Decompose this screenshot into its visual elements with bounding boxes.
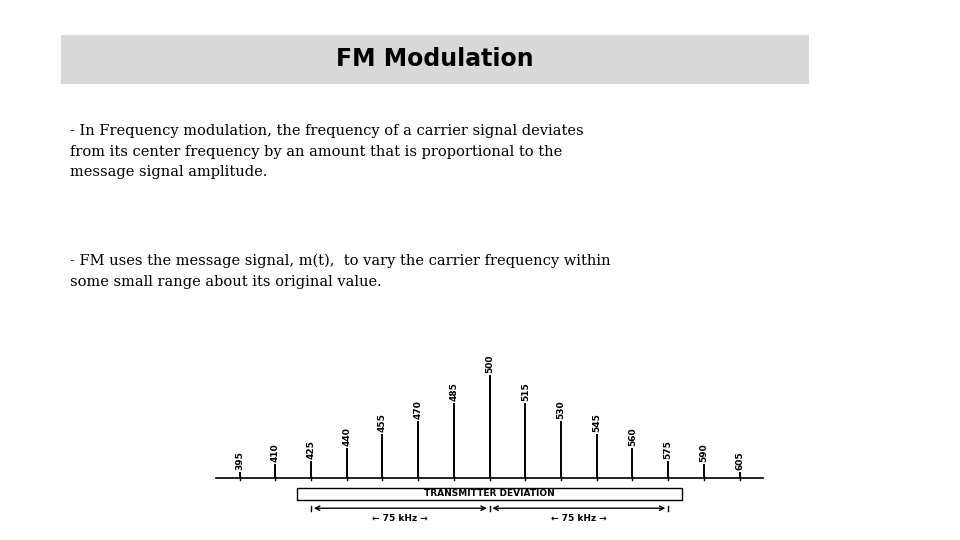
Text: 395: 395 [235, 451, 244, 469]
Text: - In Frequency modulation, the frequency of a carrier signal deviates
from its c: - In Frequency modulation, the frequency… [69, 124, 584, 179]
Text: 470: 470 [414, 400, 422, 419]
Text: 485: 485 [449, 382, 458, 401]
Text: 410: 410 [271, 444, 279, 462]
Text: 440: 440 [343, 427, 351, 446]
Text: 545: 545 [592, 413, 601, 432]
Bar [60, 35, 809, 84]
Text: ← 75 kHz →: ← 75 kHz → [372, 514, 428, 523]
Text: 530: 530 [557, 400, 565, 418]
Text: TRANSMITTER DEVIATION: TRANSMITTER DEVIATION [424, 489, 555, 498]
Text: 500: 500 [485, 354, 494, 373]
Text: FM Modulation: FM Modulation [336, 48, 534, 71]
Text: - FM uses the message signal, m(t),  to vary the carrier frequency within
some s: - FM uses the message signal, m(t), to v… [69, 254, 611, 289]
Text: 425: 425 [306, 441, 316, 460]
Text: 560: 560 [628, 428, 636, 446]
Text: 605: 605 [735, 451, 744, 469]
Text: 575: 575 [663, 441, 673, 460]
Text: ← 75 kHz →: ← 75 kHz → [551, 514, 607, 523]
Text: 455: 455 [378, 413, 387, 432]
Bar [297, 488, 683, 500]
Text: 21: 21 [896, 499, 934, 527]
Text: 590: 590 [700, 444, 708, 462]
Text: 515: 515 [521, 382, 530, 401]
